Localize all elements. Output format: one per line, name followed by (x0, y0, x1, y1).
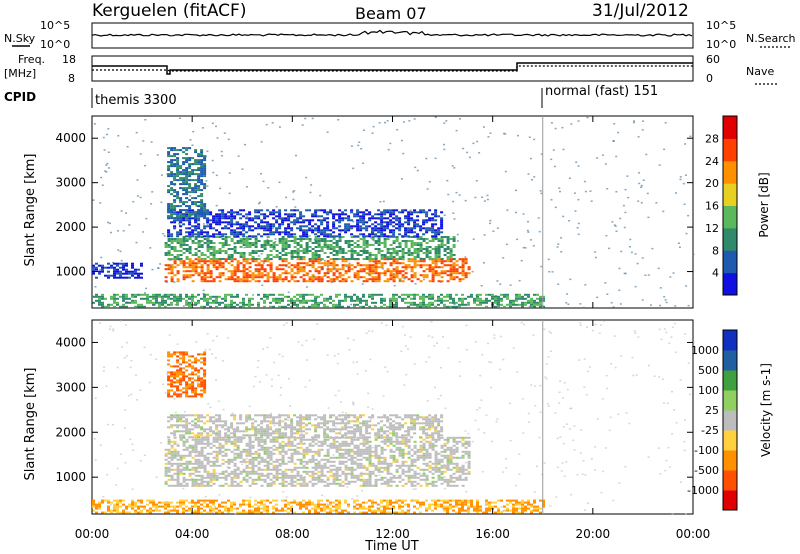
velocity-yaxis-label: Slant Range [km] (23, 368, 38, 481)
noise-left-tick-bottom: 10^0 (40, 38, 70, 51)
velocity-colorbar-swatch-3 (723, 430, 737, 451)
velocity-data-region-3 (92, 499, 545, 514)
velocity-colorbar-tick-4: -25 (701, 424, 719, 437)
cpid-program-1: themis 3300 (95, 93, 177, 108)
power-colorbar-tick-5: 24 (705, 155, 719, 168)
velocity-colorbar: 1000 500 100 25 -25 -100 -500 -1000 (687, 329, 738, 511)
velocity-ytick-label-2: 3000 (55, 380, 86, 394)
xtick-label-4: 16:00 (475, 527, 510, 541)
power-colorbar: 4 8 12 16 20 24 28 (705, 115, 738, 296)
power-data-region-1 (164, 236, 456, 260)
noise-left-tick-top: 10^5 (40, 19, 70, 32)
nave-label: Nave (746, 65, 774, 78)
power-colorbar-tick-0: 4 (712, 267, 719, 280)
velocity-colorbar-tick-6: -500 (694, 464, 719, 477)
beam-title: Beam 07 (355, 4, 427, 23)
velocity-colorbar-tick-7: -1000 (687, 484, 719, 497)
velocity-colorbar-swatch-0 (723, 490, 737, 511)
power-ytick-label-3: 4000 (55, 131, 86, 145)
power-colorbar-swatch-7 (723, 116, 737, 139)
power-ytick-label-1: 2000 (55, 220, 86, 234)
power-colorbar-swatch-5 (723, 160, 737, 184)
velocity-colorbar-swatch-8 (723, 330, 737, 351)
power-panel: 1000 2000 3000 4000 4 8 12 16 20 24 28 (55, 115, 738, 310)
velocity-colorbar-swatch-6 (723, 370, 737, 391)
power-colorbar-tick-2: 12 (705, 222, 719, 235)
xtick-label-3: 12:00 (375, 527, 410, 541)
velocity-colorbar-swatch-7 (723, 350, 737, 371)
noise-sky-trace (91, 29, 693, 37)
power-colorbar-swatch-3 (723, 205, 737, 229)
freq-right-tick-top: 60 (706, 53, 720, 66)
power-colorbar-label: Power [dB] (757, 172, 771, 237)
noise-panel-frame (91, 22, 694, 49)
freq-left-tick-bottom: 8 (68, 72, 75, 85)
velocity-panel: 1000 2000 3000 4000 00:00 04:00 08:00 12:00 16:0… (55, 319, 738, 541)
velocity-ytick-label-0: 1000 (55, 470, 86, 484)
noise-right-tick-top: 10^5 (706, 19, 736, 32)
power-colorbar-tick-4: 20 (705, 177, 719, 190)
xtick-label-6: 00:00 (676, 527, 711, 541)
velocity-ytick-label-1: 2000 (55, 425, 86, 439)
xtick-label-1: 04:00 (175, 527, 210, 541)
site-title: Kerguelen (fitACF) (92, 1, 246, 21)
freq-left-tick-top: 18 (62, 53, 76, 66)
power-scatter-speckles (92, 116, 695, 310)
xtick-label-0: 00:00 (75, 527, 110, 541)
velocity-scatter-speckles (93, 320, 695, 516)
power-data-region-5 (92, 293, 545, 308)
freq-right-tick-bottom: 0 (706, 72, 713, 85)
power-colorbar-swatch-0 (723, 272, 737, 296)
velocity-colorbar-tick-2: 100 (698, 384, 719, 397)
power-colorbar-tick-1: 8 (712, 244, 719, 257)
velocity-colorbar-tick-0: 1000 (691, 344, 719, 357)
velocity-colorbar-swatch-1 (723, 470, 737, 491)
xtick-label-2: 08:00 (275, 527, 310, 541)
xtick-label-5: 20:00 (576, 527, 611, 541)
freq-label: Freq. (18, 53, 45, 66)
velocity-colorbar-tick-3: 25 (705, 404, 719, 417)
power-ytick-label-0: 1000 (55, 265, 86, 279)
power-colorbar-tick-3: 16 (705, 200, 719, 213)
cpid-program-2: normal (fast) 151 (545, 84, 658, 99)
velocity-colorbar-swatch-2 (723, 450, 737, 471)
velocity-colorbar-tick-1: 500 (698, 364, 719, 377)
power-colorbar-swatch-4 (723, 183, 737, 206)
power-data-region-2 (167, 209, 444, 238)
cpid-label: CPID (4, 90, 36, 104)
date-title: 31/Jul/2012 (592, 1, 689, 21)
noise-right-tick-bottom: 10^0 (706, 38, 736, 51)
nsearch-label: N.Search (746, 32, 796, 45)
velocity-ytick-label-3: 4000 (55, 335, 86, 349)
nsky-label: N.Sky (4, 32, 36, 45)
velocity-colorbar-tick-5: -100 (694, 444, 719, 457)
power-colorbar-swatch-2 (723, 227, 737, 251)
xaxis-label: Time UT (364, 539, 418, 554)
power-colorbar-swatch-1 (723, 250, 737, 274)
mhz-label: [MHz] (4, 67, 36, 80)
power-yaxis-label: Slant Range [km] (23, 154, 38, 267)
power-colorbar-tick-6: 28 (705, 132, 719, 145)
velocity-colorbar-swatch-4 (723, 410, 737, 431)
velocity-colorbar-label: Velocity [m s-1] (759, 363, 773, 457)
power-ytick-label-2: 3000 (55, 176, 86, 190)
velocity-data-region-1 (167, 414, 444, 439)
velocity-colorbar-swatch-5 (723, 390, 737, 411)
freq-panel-frame (91, 55, 694, 82)
freq-trace (92, 62, 693, 75)
power-colorbar-swatch-6 (723, 138, 737, 162)
